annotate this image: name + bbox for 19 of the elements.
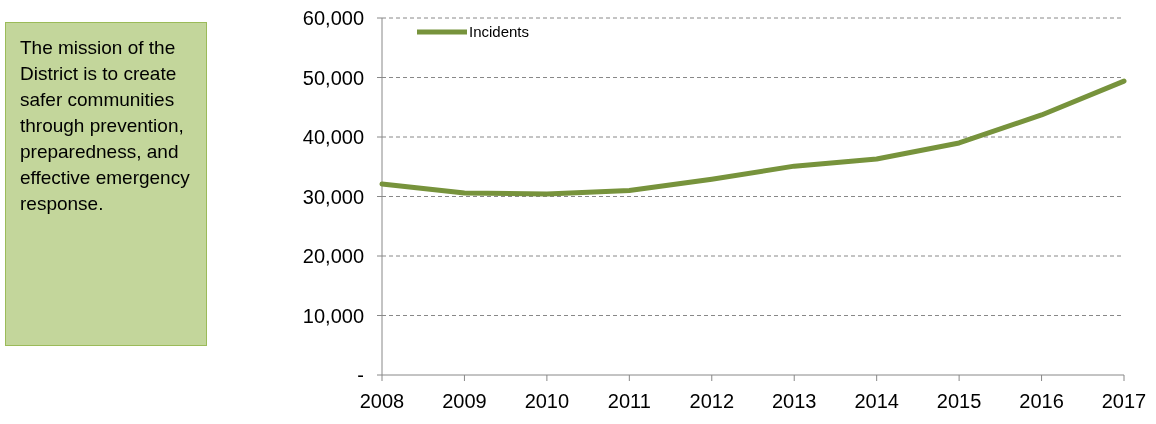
x-tick-label: 2013 bbox=[771, 390, 817, 412]
y-tick-label: 30,000 bbox=[302, 185, 364, 208]
y-tick-label: 10,000 bbox=[302, 304, 364, 327]
y-tick-label: 40,000 bbox=[302, 126, 364, 148]
x-tick-label: 2015 bbox=[936, 390, 982, 412]
x-tick-label: 2012 bbox=[689, 390, 735, 412]
y-tick-label: 50,000 bbox=[302, 66, 364, 89]
x-tick-label: 2008 bbox=[359, 390, 405, 412]
x-tick-label: 2009 bbox=[442, 390, 487, 412]
x-tick-label: 2010 bbox=[524, 390, 570, 412]
text: The mission of the District is to create safer communities through prevention, preparedness, and effective emergency response. bbox=[5, 22, 207, 346]
x-tick-label: 2016 bbox=[1019, 390, 1064, 412]
legend-label: Incidents bbox=[469, 23, 530, 41]
x-tick-label: 2011 bbox=[607, 390, 651, 412]
y-tick-label: 60,000 bbox=[302, 7, 364, 29]
y-tick-label: 20,000 bbox=[302, 245, 364, 267]
y-tick-label: - bbox=[357, 364, 364, 386]
x-tick-label: 2014 bbox=[854, 390, 899, 412]
x-tick-label: 2017 bbox=[1101, 390, 1147, 412]
